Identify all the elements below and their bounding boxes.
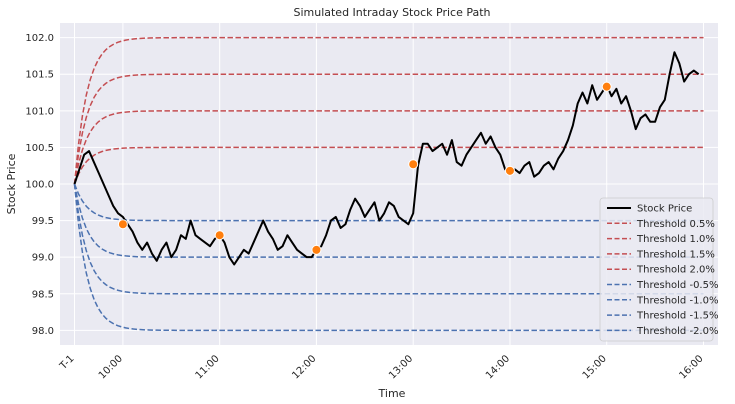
y-tick-label: 99.0 — [32, 253, 54, 264]
threshold-line — [73, 73, 704, 185]
x-tick-label: T-1 — [57, 353, 76, 372]
legend-entry: Threshold 1.0% — [636, 234, 715, 245]
threshold-line — [73, 36, 704, 185]
legend: Stock Price Threshold 0.5% Threshold 1.0% T… — [599, 197, 718, 342]
y-tick-label: 100.0 — [25, 180, 54, 191]
y-axis-label: Stock Price — [5, 153, 18, 214]
legend-entry: Threshold -2.0% — [636, 326, 718, 337]
legend-entry: Threshold 1.5% — [636, 249, 715, 260]
legend-box — [599, 197, 714, 342]
hourly-marker — [504, 165, 515, 176]
hourly-marker — [408, 159, 419, 170]
threshold-line — [73, 183, 704, 295]
legend-entry: Threshold 0.5% — [636, 219, 715, 230]
legend-entry: Threshold 2.0% — [636, 265, 715, 276]
y-tick-label: 98.0 — [32, 326, 54, 337]
x-axis-label: Time — [378, 387, 406, 400]
x-tick-label: 14:00 — [484, 353, 512, 381]
threshold-line — [73, 110, 704, 185]
legend-entry: Threshold -1.0% — [636, 295, 718, 306]
y-tick-label: 101.0 — [25, 106, 54, 117]
y-tick-label: 102.0 — [25, 33, 54, 44]
y-axis-ticks: 98.0 98.5 99.0 99.5 100.0 100.5 101.0 101.5 102.… — [25, 33, 54, 337]
y-tick-label: 98.5 — [32, 289, 54, 300]
price-line-group — [73, 51, 700, 266]
price-line — [73, 51, 700, 266]
threshold-line — [73, 183, 704, 222]
y-tick-label: 99.5 — [32, 216, 54, 227]
x-axis-ticks: T-1 10:00 11:00 12:00 13:00 14:00 15:00 16:00 — [57, 353, 705, 381]
threshold-line — [73, 183, 704, 332]
hourly-marker — [214, 230, 225, 241]
x-tick-label: 11:00 — [194, 353, 222, 381]
threshold-line — [73, 183, 704, 258]
x-tick-label: 16:00 — [677, 353, 705, 381]
chart-title: Simulated Intraday Stock Price Path — [293, 6, 490, 19]
threshold-line — [73, 146, 704, 185]
y-tick-label: 100.5 — [25, 143, 54, 154]
hourly-marker — [117, 219, 128, 230]
x-tick-label: 15:00 — [581, 353, 609, 381]
hourly-markers — [117, 81, 612, 255]
threshold-curves — [73, 36, 704, 332]
y-tick-label: 101.5 — [25, 70, 54, 81]
legend-entry: Threshold -0.5% — [636, 280, 718, 291]
hourly-marker — [311, 244, 322, 255]
x-tick-label: 10:00 — [97, 353, 125, 381]
x-tick-label: 13:00 — [387, 353, 415, 381]
legend-entry: Stock Price — [637, 204, 692, 215]
legend-entry: Threshold -1.5% — [636, 311, 718, 322]
x-tick-label: 12:00 — [290, 353, 318, 381]
hourly-marker — [601, 81, 612, 92]
